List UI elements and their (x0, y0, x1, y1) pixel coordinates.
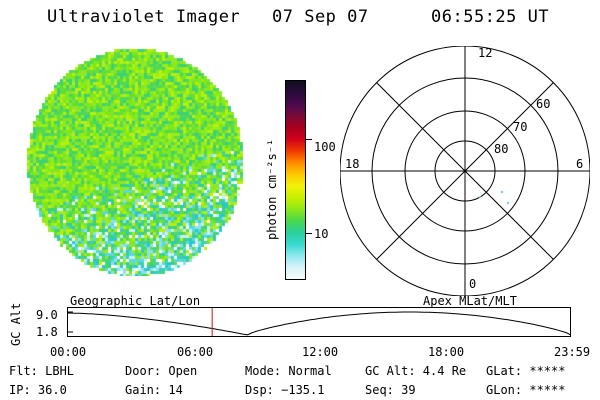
filter-info: Flt: LBHL (9, 364, 75, 378)
plot-frame (67, 307, 571, 337)
mode-info: Mode: Normal (245, 364, 332, 378)
colorbar-tick-100: 100 (314, 140, 336, 154)
gc-alt-axis-label: GC Alt (9, 302, 23, 346)
x-tick-1800: 18:00 (428, 345, 465, 359)
colorbar-tick-mark (306, 139, 312, 140)
color-bar (285, 80, 306, 280)
glat-info: GLat: ***** (486, 364, 566, 378)
altitude-plot (67, 307, 571, 337)
polar-dot (500, 190, 504, 194)
geo-latlon-label: Geographic Lat/Lon (70, 294, 201, 308)
x-tick-0600: 06:00 (177, 345, 214, 359)
door-info: Door: Open (125, 364, 198, 378)
polar-dot (506, 201, 510, 205)
mlt-label-12: 12 (478, 46, 493, 60)
mlt-label-18: 18 (345, 157, 360, 171)
apex-mlat-label: Apex MLat/MLT (423, 294, 517, 308)
alt-tick-9: 9.0 (36, 308, 58, 322)
gain-info: Gain: 14 (125, 383, 183, 397)
polar-dot (479, 196, 481, 198)
colorbar-tick-mark (306, 233, 312, 234)
alt-tick-1-8: 1.8 (36, 325, 58, 339)
colorbar-unit-label: photon cm⁻²s⁻¹ (265, 138, 279, 240)
lat-label-70: 70 (513, 120, 528, 134)
altitude-curve (67, 311, 571, 336)
gc-alt-info: GC Alt: 4.4 Re (365, 364, 467, 378)
lat-label-60: 60 (536, 97, 551, 111)
instrument-title: Ultraviolet Imager (47, 7, 241, 27)
polar-grid (340, 46, 590, 296)
time-label: 06:55:25 UT (431, 7, 550, 27)
mlt-label-0: 0 (469, 277, 477, 291)
x-tick-1200: 12:00 (302, 345, 339, 359)
x-tick-2359: 23:59 (554, 345, 591, 359)
uv-image-disk (24, 46, 244, 276)
diagonal-line (376, 82, 554, 260)
lat-label-80: 80 (494, 142, 509, 156)
mlt-label-6: 6 (576, 157, 584, 171)
ip-info: IP: 36.0 (9, 383, 67, 397)
date-label: 07 Sep 07 (272, 7, 369, 27)
glon-info: GLon: ***** (486, 383, 566, 397)
colorbar-tick-10: 10 (314, 227, 329, 241)
seq-info: Seq: 39 (365, 383, 416, 397)
dsp-info: Dsp: −135.1 (245, 383, 325, 397)
x-tick-0000: 00:00 (50, 345, 87, 359)
